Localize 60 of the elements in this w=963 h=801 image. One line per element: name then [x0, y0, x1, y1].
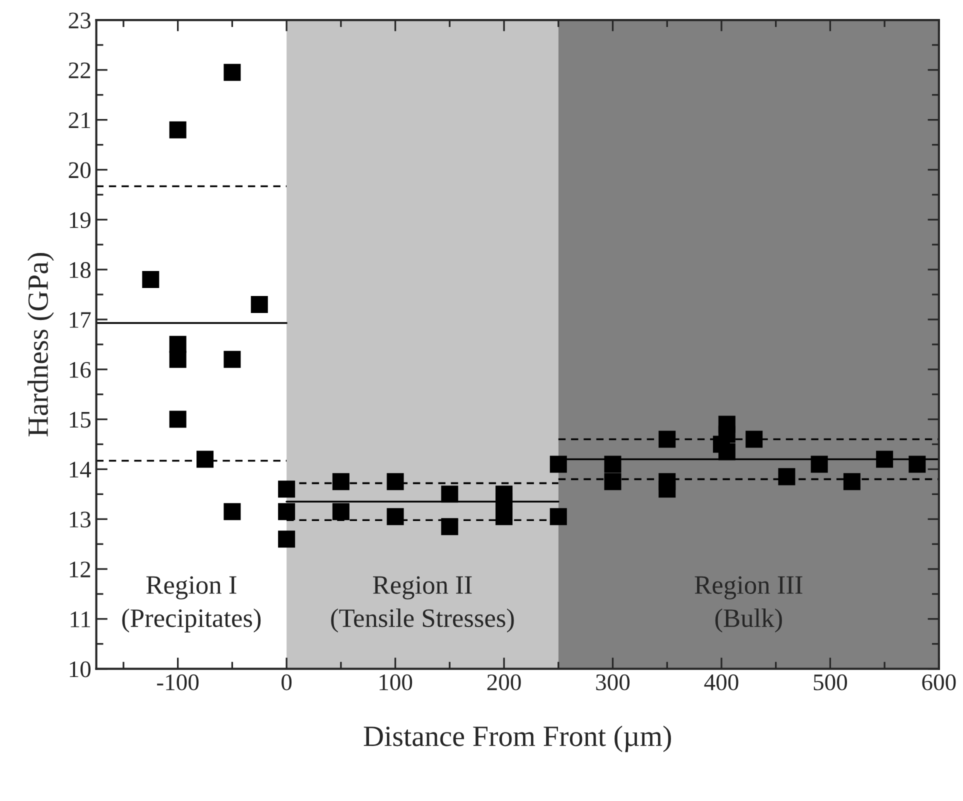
band-label: Region II (Tensile Stresses)	[331, 576, 514, 632]
point	[908, 456, 926, 473]
point	[441, 518, 458, 536]
x-tick-label: 400	[704, 674, 738, 690]
y-tick-label: 15	[70, 412, 91, 428]
point	[196, 450, 214, 468]
band-label: Region III (Bulk)	[694, 576, 802, 632]
point	[142, 271, 160, 288]
point	[278, 530, 296, 548]
point	[278, 503, 296, 520]
y-tick-label: 18	[70, 262, 91, 278]
point	[746, 430, 763, 448]
y-tick-label: 21	[68, 112, 90, 128]
y-tick-label: 22	[68, 62, 90, 78]
point	[550, 508, 567, 526]
point	[169, 350, 186, 368]
y-tick-label: 14	[70, 462, 92, 478]
point	[550, 456, 567, 473]
point	[169, 121, 186, 138]
x-tick-label: 600	[922, 674, 956, 690]
point	[778, 468, 796, 486]
y-tick-label: 11	[70, 612, 90, 628]
point	[224, 350, 241, 368]
x-tick-label: 100	[380, 674, 412, 690]
x-tick-label: -100	[157, 674, 199, 690]
point	[876, 450, 894, 468]
y-tick-label: 16	[70, 362, 91, 378]
point	[332, 503, 350, 520]
x-axis-title: Distance From Front (µm)	[364, 726, 671, 752]
point	[332, 473, 350, 490]
x-tick-label: 300	[596, 674, 630, 690]
x-tick-label: 500	[814, 674, 848, 690]
y-tick-label: 23	[68, 12, 91, 28]
y-tick-label: 17	[70, 312, 91, 328]
point	[250, 296, 268, 314]
annotation: Region I (Precipitates)	[122, 576, 261, 632]
x-tick-label: 0	[282, 674, 292, 690]
point	[169, 410, 186, 428]
point	[386, 473, 404, 490]
y-tick-label: 12	[70, 562, 90, 578]
x-tick-label: 200	[487, 674, 521, 690]
point	[658, 430, 676, 448]
y-tick-label: 19	[70, 212, 90, 228]
y-tick-label: 10	[70, 661, 91, 678]
point	[604, 473, 622, 490]
point	[278, 480, 296, 498]
point	[810, 456, 828, 473]
point	[658, 480, 676, 498]
point	[604, 456, 622, 473]
y-tick-label: 13	[70, 512, 91, 528]
y-tick-label: 20	[68, 162, 91, 178]
point	[441, 486, 458, 503]
point	[224, 64, 241, 81]
y-axis-title: Hardness (GPa)	[27, 252, 54, 436]
point	[718, 443, 736, 460]
point	[386, 508, 404, 526]
point	[496, 508, 513, 526]
point	[224, 503, 241, 520]
point	[718, 426, 736, 443]
point	[843, 473, 860, 490]
